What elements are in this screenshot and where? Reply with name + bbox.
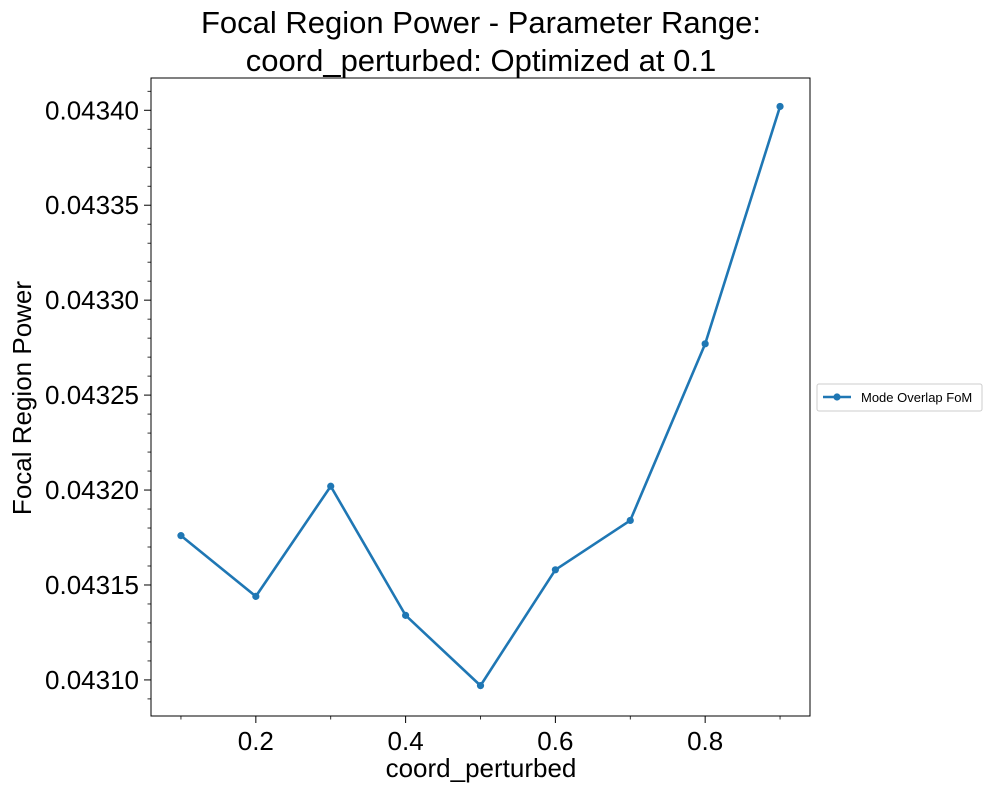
y-tick-label: 0.04325 bbox=[45, 380, 139, 410]
legend-label: Mode Overlap FoM bbox=[861, 390, 972, 405]
data-point bbox=[252, 592, 260, 600]
y-axis-ticks: 0.04310 0.04315 0.04320 0.04325 0.04330 0.043… bbox=[45, 90, 151, 700]
legend-box bbox=[816, 383, 983, 412]
x-tick-label: 0.2 bbox=[238, 726, 274, 756]
series-line bbox=[179, 105, 782, 687]
legend: Mode Overlap FoM bbox=[816, 383, 983, 412]
y-tick-label: 0.04330 bbox=[45, 285, 139, 315]
plot-area-frame bbox=[150, 77, 811, 717]
y-axis-label: Focal Region Power bbox=[7, 281, 37, 515]
data-point bbox=[776, 102, 784, 111]
y-tick-label: 0.04310 bbox=[45, 665, 139, 695]
series-layer bbox=[177, 102, 784, 690]
data-point bbox=[476, 682, 485, 690]
data-point bbox=[402, 611, 410, 619]
x-axis-label: coord_perturbed bbox=[386, 753, 577, 783]
chart-title-line-1: Focal Region Power - Parameter Range: bbox=[201, 5, 761, 40]
y-tick-label: 0.04335 bbox=[45, 190, 139, 220]
legend-marker-swatch bbox=[833, 393, 841, 401]
y-tick-label: 0.04315 bbox=[45, 570, 139, 600]
y-tick-label: 0.04320 bbox=[45, 475, 139, 505]
data-point bbox=[551, 566, 559, 574]
data-point bbox=[177, 532, 185, 540]
chart-title-line-2: coord_perturbed: Optimized at 0.1 bbox=[246, 43, 716, 78]
data-point bbox=[626, 516, 634, 525]
x-tick-label: 0.4 bbox=[388, 726, 424, 756]
x-tick-label: 0.6 bbox=[537, 726, 573, 756]
x-tick-label: 0.8 bbox=[687, 726, 723, 756]
x-axis-ticks: 0.2 0.4 0.6 0.8 bbox=[180, 716, 781, 756]
y-tick-label: 0.04340 bbox=[45, 95, 139, 125]
data-point bbox=[327, 482, 335, 490]
data-point bbox=[701, 340, 709, 348]
